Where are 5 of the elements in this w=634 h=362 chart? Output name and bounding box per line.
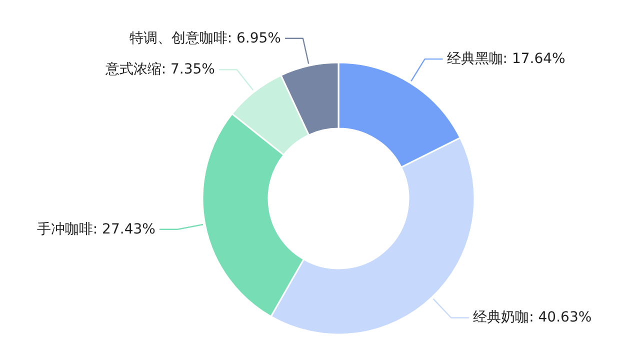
slice-label: 经典奶咖: 40.63% bbox=[473, 310, 592, 326]
slice-label: 手冲咖啡: 27.43% bbox=[36, 221, 156, 238]
slice-label: 特调、创意咖啡: 6.95% bbox=[129, 30, 281, 46]
slice-label: 经典黑咖: 17.64% bbox=[446, 51, 566, 68]
slice-label: 意式浓缩: 7.35% bbox=[104, 62, 215, 78]
